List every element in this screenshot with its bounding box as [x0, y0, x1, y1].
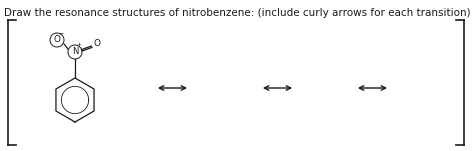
Text: O: O	[54, 35, 61, 45]
Text: +: +	[76, 42, 82, 48]
Text: −: −	[58, 31, 64, 35]
Text: N: N	[72, 48, 78, 56]
Text: O: O	[93, 40, 100, 48]
Text: Draw the resonance structures of nitrobenzene: (include curly arrows for each tr: Draw the resonance structures of nitrobe…	[4, 8, 470, 18]
